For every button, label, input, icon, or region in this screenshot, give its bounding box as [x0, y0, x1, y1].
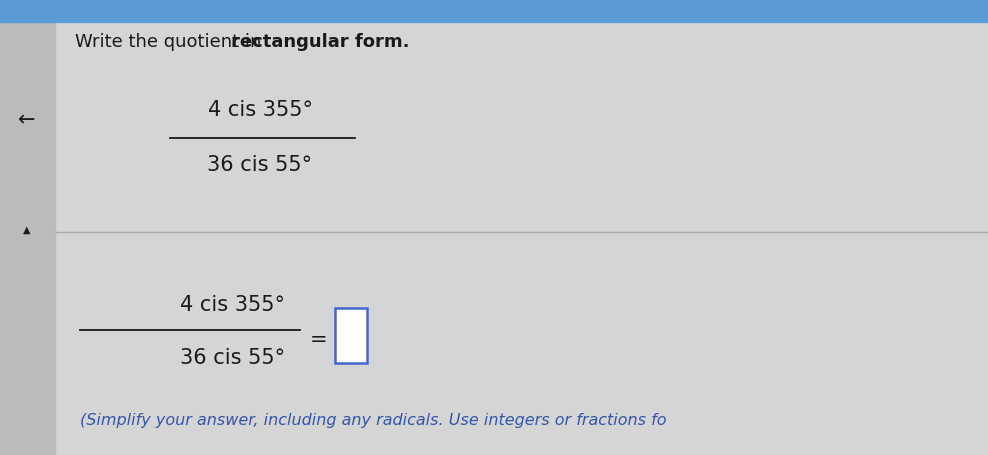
- Text: (Simplify your answer, including any radicals. Use integers or fractions fo: (Simplify your answer, including any rad…: [80, 413, 667, 428]
- Text: 4 cis 355°: 4 cis 355°: [207, 100, 312, 120]
- Bar: [0, 0, 55, 455]
- Bar: [335, 308, 367, 363]
- Text: 36 cis 55°: 36 cis 55°: [180, 348, 286, 368]
- Text: rectangular form.: rectangular form.: [231, 33, 409, 51]
- Text: 4 cis 355°: 4 cis 355°: [180, 295, 285, 315]
- Text: ▲: ▲: [24, 225, 31, 235]
- Bar: [0, 0, 988, 22]
- Text: ←: ←: [18, 110, 36, 130]
- Text: =: =: [310, 330, 328, 350]
- Text: 36 cis 55°: 36 cis 55°: [207, 155, 312, 175]
- Text: Write the quotient in: Write the quotient in: [75, 33, 267, 51]
